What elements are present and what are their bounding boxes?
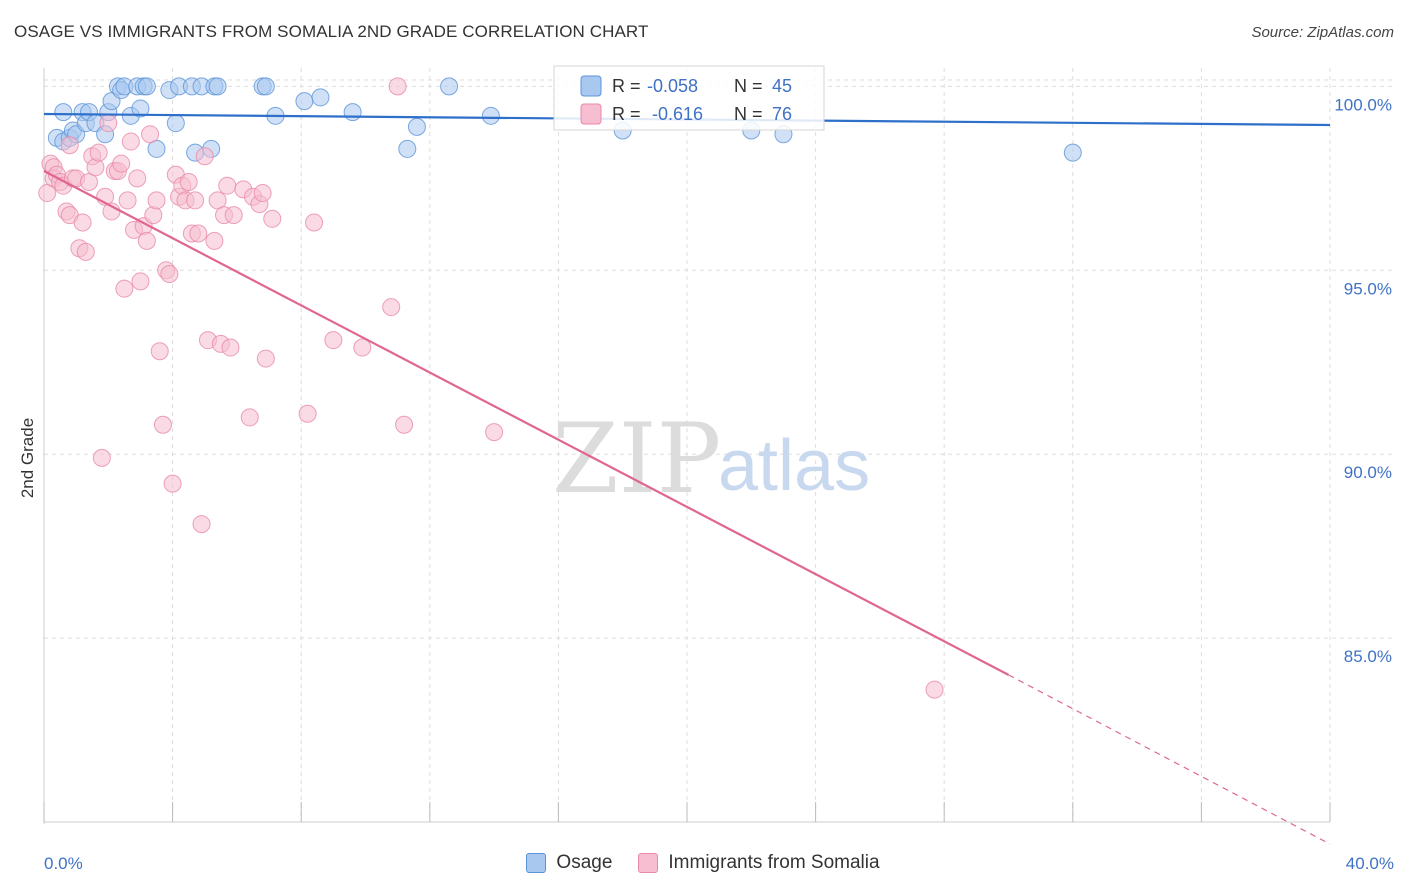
- chart-title: OSAGE VS IMMIGRANTS FROM SOMALIA 2ND GRA…: [14, 22, 649, 41]
- somalia-point: [147, 191, 166, 210]
- somalia-point: [128, 169, 147, 188]
- somalia-point: [192, 515, 211, 534]
- bottom-legend: Osage Immigrants from Somalia: [0, 852, 1406, 874]
- somalia-point: [195, 147, 214, 166]
- somalia-point: [224, 206, 243, 225]
- somalia-point: [388, 77, 407, 96]
- somalia-point: [263, 209, 282, 228]
- legend-osage-n-value: 45: [772, 76, 792, 96]
- somalia-point: [925, 680, 944, 699]
- somalia-trend-line: [43, 170, 1010, 676]
- legend-osage-swatch: [580, 75, 602, 97]
- bottom-legend-somalia-label: Immigrants from Somalia: [668, 852, 880, 873]
- somalia-point: [163, 474, 182, 493]
- somalia-point: [240, 408, 259, 427]
- bottom-legend-somalia: Immigrants from Somalia: [638, 852, 880, 874]
- watermark: ZIP atlas: [552, 403, 870, 515]
- somalia-point: [218, 176, 237, 195]
- osage-point: [295, 92, 314, 111]
- osage-point: [343, 103, 362, 122]
- somalia-point: [189, 224, 208, 243]
- somalia-point: [395, 415, 414, 434]
- somalia-point: [205, 231, 224, 250]
- bottom-legend-osage-label: Osage: [556, 852, 613, 873]
- somalia-point: [150, 342, 169, 361]
- somalia-point: [305, 213, 324, 232]
- somalia-point: [298, 404, 317, 423]
- somalia-point: [256, 349, 275, 368]
- legend-somalia-swatch: [580, 103, 602, 125]
- legend-top: R = -0.058 N = 45 R = -0.616 N = 76: [553, 65, 825, 131]
- somalia-point: [115, 279, 134, 298]
- osage-point: [398, 139, 417, 158]
- somalia-point: [121, 132, 140, 151]
- legend-somalia-n-label: N =: [734, 104, 763, 124]
- somalia-point: [144, 206, 163, 225]
- y-tick-label: 100.0%: [1334, 95, 1392, 114]
- somalia-point: [324, 331, 343, 350]
- osage-point: [208, 77, 227, 96]
- somalia-point: [382, 298, 401, 317]
- source-label: Source: ZipAtlas.com: [1251, 24, 1394, 41]
- y-axis-label: 2nd Grade: [18, 418, 37, 498]
- somalia-point: [137, 231, 156, 250]
- somalia-point: [253, 184, 272, 203]
- bottom-legend-osage-swatch: [526, 853, 547, 873]
- osage-point: [407, 117, 426, 136]
- somalia-point: [73, 213, 92, 232]
- legend-osage-r-label: R =: [612, 76, 641, 96]
- somalia-point: [89, 143, 108, 162]
- somalia-point: [153, 415, 172, 434]
- osage-point: [481, 106, 500, 125]
- osage-point: [166, 114, 185, 133]
- osage-point: [311, 88, 330, 107]
- somalia-point: [60, 136, 79, 155]
- osage-point: [256, 77, 275, 96]
- y-tick-label: 85.0%: [1344, 647, 1392, 666]
- bottom-legend-osage: Osage: [526, 852, 612, 874]
- points-layer: [38, 77, 1082, 699]
- somalia-point: [141, 125, 160, 144]
- somalia-point: [118, 191, 137, 210]
- y-tick-label: 95.0%: [1344, 279, 1392, 298]
- somalia-point: [76, 242, 95, 261]
- somalia-point: [353, 338, 372, 357]
- somalia-point: [131, 272, 150, 291]
- somalia-point: [485, 423, 504, 442]
- watermark-atlas: atlas: [718, 426, 870, 506]
- legend-osage-n-label: N =: [734, 76, 763, 96]
- y-tick-label: 90.0%: [1344, 463, 1392, 482]
- legend-somalia-r-label: R =: [612, 104, 641, 124]
- osage-point: [131, 99, 150, 118]
- osage-point: [440, 77, 459, 96]
- somalia-point: [99, 114, 118, 133]
- somalia-point: [160, 264, 179, 283]
- bottom-legend-somalia-swatch: [638, 853, 659, 873]
- x-tick-label-min: 0.0%: [44, 854, 83, 873]
- x-tick-label-max: 40.0%: [1346, 854, 1394, 873]
- legend-somalia-r-value: -0.616: [652, 104, 703, 124]
- somalia-point: [112, 154, 131, 173]
- watermark-zip: ZIP: [552, 403, 721, 515]
- somalia-point: [221, 338, 240, 357]
- somalia-trend-extension: [1008, 674, 1331, 845]
- osage-point: [137, 77, 156, 96]
- somalia-point: [186, 191, 205, 210]
- somalia-point: [179, 173, 198, 192]
- somalia-point: [92, 448, 111, 467]
- legend-somalia-n-value: 76: [772, 104, 792, 124]
- legend-osage-r-value: -0.058: [647, 76, 698, 96]
- ticklabel-layer: 100.0% 95.0% 90.0% 85.0% 0.0% 40.0%: [44, 95, 1394, 873]
- osage-point: [1063, 143, 1082, 162]
- osage-point: [54, 103, 73, 122]
- somalia-point: [86, 158, 105, 177]
